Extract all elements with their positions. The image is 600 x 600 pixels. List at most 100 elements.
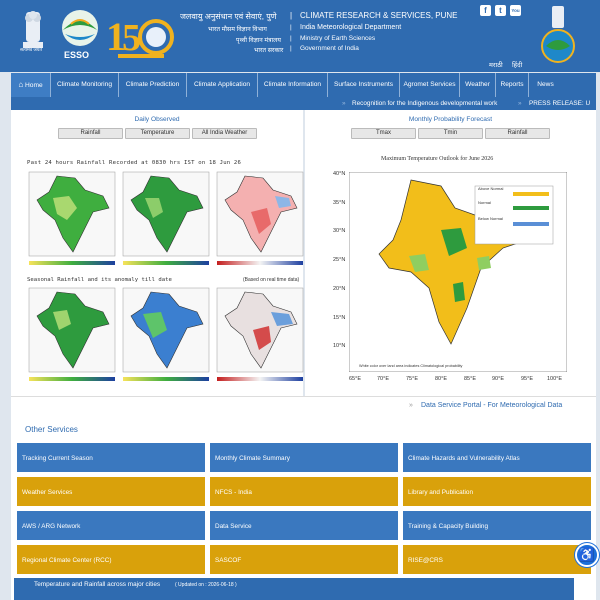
lon-label: 90°E [492, 376, 504, 382]
lat-label: 10°N [333, 343, 346, 349]
data-service-link[interactable]: Data Service Portal - For Meteorological… [421, 402, 563, 409]
svg-text:1: 1 [106, 14, 126, 59]
site-header: सत्यमेव जयते ESSO 1 5 जलवायु अनुसंधान एव… [0, 0, 600, 72]
service-climate-hazards-atlas[interactable]: Climate Hazards and Vulnerability Atlas [402, 442, 592, 473]
service-data-service[interactable]: Data Service [209, 510, 399, 541]
legend-below-normal: Below Normal [478, 216, 503, 221]
ticker-item[interactable]: Recognition for the Indigenous developme… [352, 100, 498, 107]
seasonal-rainfall-maps[interactable] [23, 284, 307, 384]
lat-label: 30°N [333, 228, 346, 234]
ticker-item[interactable]: PRESS RELEASE: U [529, 100, 591, 107]
tmin-button[interactable]: Tmin [418, 128, 483, 139]
main-nav: ⌂ Home Climate Monitoring Climate Predic… [11, 73, 596, 97]
dept-english: India Meteorological Department [300, 24, 402, 31]
facebook-icon[interactable]: f [480, 5, 491, 16]
service-weather-services[interactable]: Weather Services [16, 476, 206, 507]
news-ticker: » Recognition for the Indigenous develop… [11, 97, 596, 110]
lang-marathi-link[interactable]: मराठी [489, 61, 503, 69]
english-title: CLIMATE RESEARCH & SERVICES, PUNE [300, 11, 458, 20]
header-separator: | [290, 45, 292, 52]
service-tracking-current-season[interactable]: Tracking Current Season [16, 442, 206, 473]
all-india-weather-button[interactable]: All India Weather [192, 128, 257, 139]
other-services-title: Other Services [25, 425, 78, 434]
map-title-seasonal: Seasonal Rainfall and its anomaly till d… [27, 277, 172, 283]
imd-150-years-logo-icon: 1 5 [104, 10, 176, 62]
service-training-capacity[interactable]: Training & Capacity Building [402, 510, 592, 541]
svg-text:5: 5 [122, 17, 141, 59]
service-library-publication[interactable]: Library and Publication [402, 476, 592, 507]
nav-climate-prediction[interactable]: Climate Prediction [119, 73, 187, 97]
monthly-forecast-panel: Monthly Probability Forecast Tmax Tmin R… [305, 110, 596, 396]
accessibility-icon[interactable]: ♿ [575, 543, 599, 567]
lon-label: 100°E [547, 376, 563, 382]
service-nfcs-india[interactable]: NFCS - India [209, 476, 399, 507]
forecast-map[interactable] [349, 172, 567, 372]
header-separator: | [290, 24, 292, 31]
nav-surface-instruments[interactable]: Surface Instruments [328, 73, 400, 97]
esso-logo-icon [62, 10, 98, 46]
twitter-icon[interactable]: t [495, 5, 506, 16]
national-emblem-icon [23, 11, 43, 48]
forecast-map-title: Maximum Temperature Outlook for June 202… [381, 156, 494, 162]
lon-label: 85°E [464, 376, 476, 382]
esso-label: ESSO [64, 50, 90, 60]
nav-climate-information[interactable]: Climate Information [258, 73, 328, 97]
ministry-hindi: पृथ्वी विज्ञान मंत्रालय [236, 37, 281, 44]
cities-weather-bar: Temperature and Rainfall across major ci… [14, 578, 574, 600]
lang-hindi-link[interactable]: हिंदी [512, 61, 523, 69]
other-services-section: Other Services Tracking Current Season M… [11, 414, 596, 600]
home-icon: ⌂ [18, 80, 24, 89]
imd-logo-icon [541, 6, 575, 63]
rainfall-forecast-button[interactable]: Rainfall [485, 128, 550, 139]
header-separator: | [290, 11, 293, 20]
service-rise-crs[interactable]: RISE@CRS [402, 544, 592, 575]
ticker-bullet-icon: » [342, 100, 346, 107]
lat-label: 15°N [333, 315, 346, 321]
map-title-past24h: Past 24 hours Rainfall Recorded at 0830 … [27, 160, 242, 166]
hindi-title: जलवायु अनुसंधान एवं सेवाएं, पुणे [180, 12, 277, 21]
past24h-rainfall-maps[interactable] [23, 168, 307, 268]
lat-label: 40°N [333, 171, 346, 177]
cities-updated-on: ( Updated on : 2026-06-18 ) [175, 582, 237, 588]
lat-label: 25°N [333, 257, 346, 263]
service-monthly-climate-summary[interactable]: Monthly Climate Summary [209, 442, 399, 473]
lon-label: 65°E [349, 376, 361, 382]
lon-label: 70°E [377, 376, 389, 382]
forecast-footnote: White color over land area indicates Cli… [359, 364, 463, 368]
nav-news[interactable]: News [537, 81, 554, 88]
legend-above-normal: Above Normal [478, 186, 504, 191]
rainfall-button[interactable]: Rainfall [58, 128, 123, 139]
nav-agromet-services[interactable]: Agromet Services [400, 73, 460, 97]
nav-reports[interactable]: Reports [496, 73, 529, 97]
daily-observed-title: Daily Observed [134, 116, 180, 123]
daily-observed-panel: Daily Observed Rainfall Temperature All … [11, 110, 304, 396]
lat-label: 35°N [333, 200, 346, 206]
map-note-seasonal: (Based on real time data) [243, 277, 300, 283]
satyamev-label: सत्यमेव जयते [20, 47, 42, 52]
nav-home-label: Home [25, 82, 43, 89]
nav-home[interactable]: ⌂ Home [11, 73, 51, 97]
ministry-english: Ministry of Earth Sciences [300, 35, 376, 42]
lon-label: 75°E [406, 376, 418, 382]
monthly-forecast-title: Monthly Probability Forecast [408, 116, 493, 123]
youtube-icon[interactable]: You [510, 5, 521, 16]
govt-english: Government of India [300, 45, 359, 52]
header-separator: | [290, 35, 292, 42]
cities-weather-title: Temperature and Rainfall across major ci… [34, 581, 161, 588]
service-aws-arg-network[interactable]: AWS / ARG Network [16, 510, 206, 541]
data-service-bar: » Data Service Portal - For Meteorologic… [11, 396, 596, 414]
tmax-button[interactable]: Tmax [351, 128, 416, 139]
service-rcc[interactable]: Regional Climate Center (RCC) [16, 544, 206, 575]
lon-label: 80°E [435, 376, 447, 382]
social-links: f t You [480, 5, 521, 16]
nav-climate-application[interactable]: Climate Application [187, 73, 258, 97]
lat-label: 20°N [333, 286, 346, 292]
ticker-bullet-icon: » [518, 100, 522, 107]
govt-hindi: भारत सरकार [254, 47, 284, 54]
service-sascof[interactable]: SASCOF [209, 544, 399, 575]
temperature-button[interactable]: Temperature [125, 128, 190, 139]
legend-normal: Normal [478, 200, 491, 205]
ticker-bullet-icon: » [409, 402, 413, 409]
nav-weather[interactable]: Weather [460, 73, 496, 97]
nav-climate-monitoring[interactable]: Climate Monitoring [51, 73, 119, 97]
